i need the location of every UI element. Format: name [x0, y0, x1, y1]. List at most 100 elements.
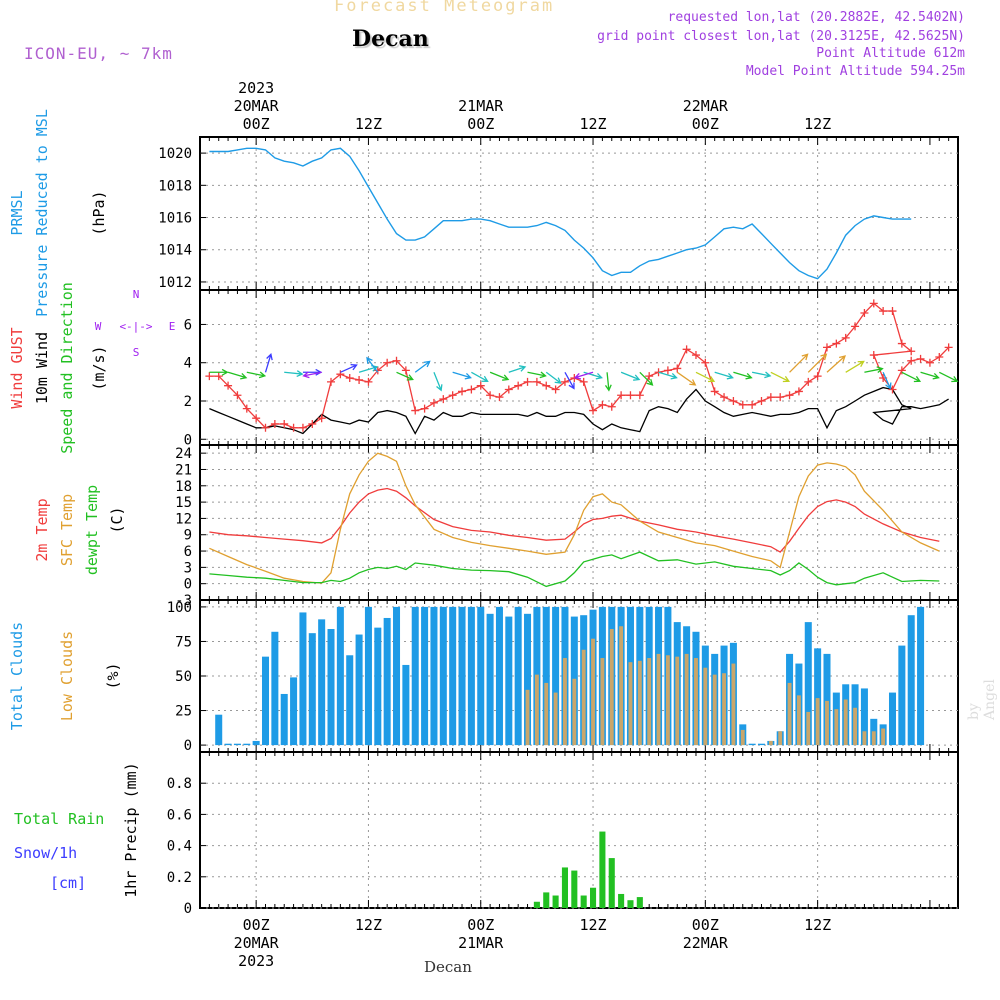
total-cloud-bar: [411, 606, 419, 746]
total-cloud-bar: [364, 606, 372, 746]
rain-bar: [636, 897, 643, 908]
total-cloud-bar: [393, 606, 401, 746]
low-cloud-bar: [834, 709, 839, 746]
wind-direction-arrow: [573, 371, 594, 380]
total-cloud-bar: [449, 606, 457, 746]
total-cloud-bar: [514, 606, 522, 746]
y-tick-label: 0: [184, 432, 192, 448]
low-cloud-bar: [684, 653, 689, 746]
total-cloud-bar: [552, 606, 560, 746]
footer-station: Decan: [424, 958, 472, 976]
wind-direction-arrow: [545, 371, 562, 384]
gust-marker: [635, 391, 644, 400]
gust-marker: [523, 377, 532, 386]
wind-direction-arrow: [604, 372, 612, 392]
y-tick-label: 9: [184, 528, 192, 544]
gust-marker: [560, 377, 569, 386]
gust-marker: [935, 352, 944, 361]
gust-marker: [504, 385, 513, 394]
total-cloud-bar: [318, 619, 326, 746]
gust-marker: [617, 391, 626, 400]
gust-marker: [897, 366, 906, 375]
total-cloud-bar: [542, 606, 550, 746]
gust-marker: [897, 339, 906, 348]
gust-marker: [860, 308, 869, 317]
compass-s: S: [133, 346, 140, 359]
low-cloud-bar: [544, 682, 549, 746]
total-cloud-bar: [477, 606, 485, 746]
y-tick-label: 21: [175, 462, 192, 478]
gust-marker: [766, 393, 775, 402]
wind-direction-arrow: [564, 371, 575, 390]
y-tick-label: 3: [184, 560, 192, 576]
gust-marker: [261, 423, 270, 432]
gust-marker: [551, 385, 560, 394]
y-tick-label: 12: [175, 511, 192, 527]
wind-label: 10m Wind: [33, 332, 51, 404]
compass-e: E: [169, 320, 176, 333]
total-cloud-bar: [458, 606, 466, 746]
low-cloud-bar: [647, 658, 652, 746]
wind-direction-arrow: [396, 371, 414, 381]
low-cloud-bar: [656, 653, 661, 746]
gust-marker: [925, 358, 934, 367]
wind-direction-arrow: [414, 360, 431, 373]
gust-marker: [270, 419, 279, 428]
gust-marker: [579, 377, 588, 386]
wind-direction-arrow: [284, 370, 304, 378]
pressure-label: Pressure Reduced to MSL: [33, 109, 51, 317]
total-cloud-bar: [215, 714, 223, 746]
wind-direction-arrow: [583, 371, 603, 380]
gust-marker: [813, 372, 822, 381]
compass-n: N: [133, 288, 140, 301]
gust-marker: [355, 375, 364, 384]
low-cloud-bar: [694, 658, 698, 746]
temp-label: 2m Temp: [33, 498, 51, 561]
y-tick-label: 15: [175, 495, 192, 511]
y-tick-label: 1012: [158, 275, 192, 291]
time-label-bottom: 00Z: [467, 916, 494, 934]
rain-bar: [618, 893, 625, 908]
rain-bar: [533, 901, 540, 908]
total-cloud-bar: [757, 743, 765, 746]
rain-bar: [552, 895, 559, 908]
total-cloud-bar: [346, 655, 354, 746]
total-cloud-bar: [402, 664, 410, 746]
gust-marker: [214, 372, 223, 381]
total-cloud-bar: [748, 743, 756, 746]
total-cloud-bar: [495, 606, 503, 746]
low-cloud-bar: [600, 658, 605, 746]
gust-marker: [916, 354, 925, 363]
temp-2m-line: [209, 487, 940, 553]
wind-direction-arrow: [807, 353, 828, 373]
time-label-bottom: 22MAR: [683, 934, 729, 952]
y-tick-label: 0: [184, 577, 192, 593]
total-cloud-bar: [430, 606, 438, 746]
wind-direction-arrow: [340, 363, 358, 373]
total-cloud-bar: [299, 612, 307, 746]
gust-marker: [785, 391, 794, 400]
low-cloud-bar: [815, 698, 820, 746]
total-cloud-bar: [243, 743, 251, 746]
model-label: ICON-EU, ~ 7km: [24, 44, 173, 63]
wind-direction-arrow: [826, 355, 846, 373]
wind-direction-arrow: [639, 371, 654, 386]
gust-marker: [673, 364, 682, 373]
total-cloud-bar: [486, 613, 494, 746]
time-label-top: 20MAR: [234, 97, 280, 115]
rain-bar: [627, 900, 634, 908]
gust-marker: [729, 396, 738, 405]
gust-marker: [907, 356, 916, 365]
low-cloud-bar: [581, 649, 586, 746]
total-cloud-bar: [308, 633, 316, 746]
station-title: Decan: [352, 26, 429, 52]
wind-direction-arrow: [620, 371, 641, 381]
gust-marker: [598, 400, 607, 409]
y-tick-label: -3: [175, 593, 192, 609]
gust-marker: [242, 404, 251, 413]
point-altitude: Point Altitude 612m: [816, 46, 965, 61]
low-cloud-bar: [796, 695, 801, 746]
wind-direction-arrow: [358, 365, 379, 373]
wind-direction-arrow: [452, 371, 472, 380]
gust-marker: [411, 406, 420, 415]
